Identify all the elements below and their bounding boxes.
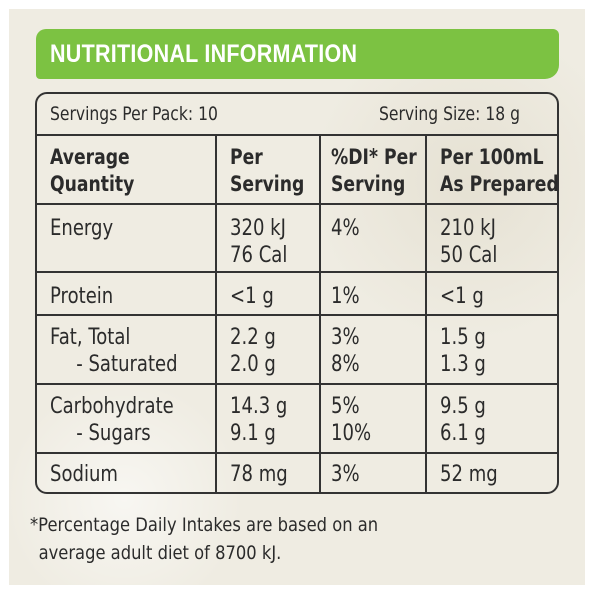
header-line: %DI* Per — [331, 145, 417, 169]
cell-line: <1 g — [230, 284, 274, 309]
header-per-serving: Per Serving — [230, 144, 304, 198]
cell-line: 4% — [331, 216, 360, 241]
row-sodium-name: Sodium — [50, 461, 118, 488]
row-energy-di: 4% — [331, 215, 360, 242]
row-protein-di: 1% — [331, 283, 360, 310]
footnote: *Percentage Daily Intakes are based on a… — [30, 511, 378, 567]
rule-below-header — [36, 203, 558, 205]
column-divider-2 — [319, 134, 321, 493]
row-carbohydrate-per-100ml: 9.5 g 6.1 g — [440, 393, 486, 447]
header-line: As Prepared — [440, 172, 559, 196]
cell-line: 3% — [331, 325, 360, 350]
cell-line: Energy — [50, 216, 114, 241]
cell-line: 9.5 g — [440, 394, 486, 419]
panel-title: NUTRITIONAL INFORMATION — [50, 39, 358, 68]
cell-line: 210 kJ — [440, 216, 496, 241]
nutrition-table — [35, 92, 559, 494]
row-fat-name: Fat, Total - Saturated — [50, 324, 178, 378]
header-line: Per — [230, 145, 263, 169]
row-sodium-per-100ml: 52 mg — [440, 461, 498, 488]
cell-line: Protein — [50, 284, 114, 309]
column-divider-3 — [425, 134, 427, 493]
cell-line: 6.1 g — [440, 421, 486, 446]
header-line: Average — [50, 145, 130, 169]
footnote-line: *Percentage Daily Intakes are based on a… — [30, 514, 379, 536]
rule-below-protein — [36, 314, 558, 316]
row-fat-di: 3% 8% — [331, 324, 360, 378]
cell-line: Sodium — [50, 462, 118, 487]
row-carbohydrate-name: Carbohydrate - Sugars — [50, 393, 174, 447]
row-energy-name: Energy — [50, 215, 113, 242]
footnote-line: average adult diet of 8700 kJ. — [38, 542, 282, 564]
header-per-100ml: Per 100mL As Prepared — [440, 144, 559, 198]
row-sodium-per-serving: 78 mg — [230, 461, 288, 488]
rule-below-serving-info — [36, 134, 558, 136]
cell-line: 14.3 g — [230, 394, 288, 419]
rule-below-carbohydrate — [36, 452, 558, 454]
cell-line: <1 g — [440, 284, 484, 309]
header-line: Per 100mL — [440, 145, 544, 169]
row-protein-per-serving: <1 g — [230, 283, 274, 310]
cell-line: Carbohydrate — [50, 394, 174, 419]
cell-line: 10% — [331, 421, 372, 446]
cell-line: 78 mg — [230, 462, 288, 487]
row-carbohydrate-per-serving: 14.3 g 9.1 g — [230, 393, 287, 447]
cell-line: 1% — [331, 284, 360, 309]
row-fat-per-serving: 2.2 g 2.0 g — [230, 324, 276, 378]
cell-line: 1.5 g — [440, 325, 486, 350]
servings-per-pack: Servings Per Pack: 10 — [50, 103, 218, 125]
rule-below-fat — [36, 383, 558, 385]
cell-line: Fat, Total — [50, 325, 131, 350]
header-line: Serving — [230, 172, 305, 196]
cell-line: 3% — [331, 462, 360, 487]
cell-line: - Saturated — [76, 352, 178, 377]
cell-line: 2.0 g — [230, 352, 276, 377]
row-protein-name: Protein — [50, 283, 113, 310]
header-line: Quantity — [50, 172, 135, 196]
cell-line: 52 mg — [440, 462, 498, 487]
rule-below-energy — [36, 271, 558, 273]
serving-size: Serving Size: 18 g — [379, 103, 521, 125]
row-energy-per-serving: 320 kJ 76 Cal — [230, 215, 287, 269]
header-line: Serving — [331, 172, 406, 196]
cell-line: 2.2 g — [230, 325, 276, 350]
cell-line: 50 Cal — [440, 243, 498, 268]
cell-line: 9.1 g — [230, 421, 276, 446]
row-protein-per-100ml: <1 g — [440, 283, 484, 310]
title-banner: NUTRITIONAL INFORMATION — [36, 29, 559, 79]
row-carbohydrate-di: 5% 10% — [331, 393, 371, 447]
cell-line: 5% — [331, 394, 360, 419]
row-sodium-di: 3% — [331, 461, 360, 488]
row-energy-per-100ml: 210 kJ 50 Cal — [440, 215, 497, 269]
cell-line: - Sugars — [76, 421, 151, 446]
row-fat-per-100ml: 1.5 g 1.3 g — [440, 324, 486, 378]
cell-line: 8% — [331, 352, 360, 377]
cell-line: 320 kJ — [230, 216, 286, 241]
label-background — [9, 9, 585, 585]
cell-line: 1.3 g — [440, 352, 486, 377]
header-di-per-serving: %DI* Per Serving — [331, 144, 417, 198]
cell-line: 76 Cal — [230, 243, 288, 268]
column-divider-1 — [215, 134, 217, 493]
header-average-quantity: Average Quantity — [50, 144, 134, 198]
